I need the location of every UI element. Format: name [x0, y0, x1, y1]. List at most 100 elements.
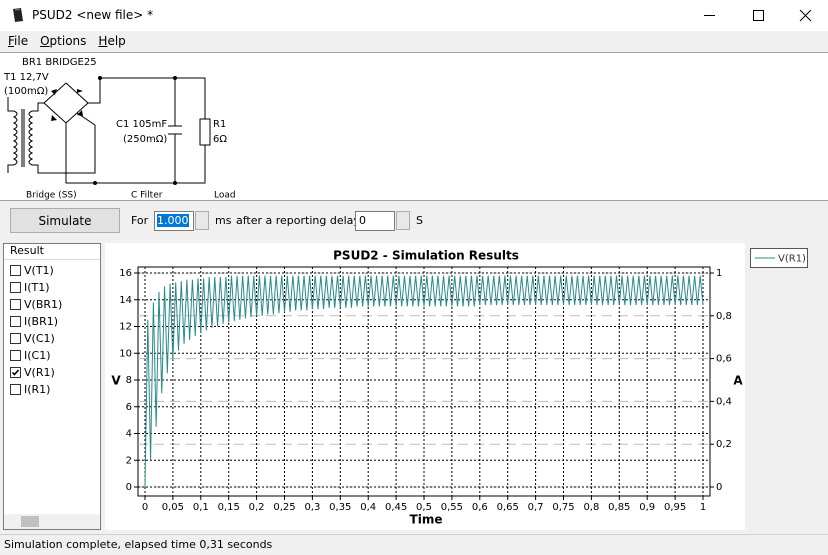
x-tick-label: 0,75 — [552, 502, 574, 513]
window-controls[interactable] — [690, 0, 828, 31]
y-tick-label: 10 — [119, 348, 132, 359]
duration-unit: ms — [215, 214, 232, 227]
y-tick-label: 12 — [119, 322, 132, 333]
checkbox[interactable] — [10, 383, 21, 395]
y-tick-label: 14 — [119, 295, 132, 306]
x-tick-label: 0,65 — [497, 502, 519, 513]
y2-tick-label: 0,4 — [716, 396, 732, 407]
checkbox[interactable] — [10, 264, 21, 276]
x-tick-label: 0,6 — [472, 502, 488, 513]
y2-tick-label: 1 — [716, 268, 722, 279]
results-list: Result V(T1) I(T1) V(BR1) I(BR1) V(C1) I(C1) V… — [3, 243, 101, 530]
resistor-value: 6Ω — [213, 134, 227, 145]
result-item[interactable]: V(T1) — [10, 262, 54, 278]
transformer-label: T1 12,7V — [3, 72, 49, 83]
result-label: I(R1) — [24, 382, 51, 396]
duration-value: 1.000 — [157, 214, 189, 227]
simulate-button[interactable]: Simulate — [10, 208, 120, 233]
section-label: Load — [214, 191, 236, 201]
result-item[interactable]: I(BR1) — [10, 313, 58, 329]
checkbox[interactable] — [10, 315, 21, 327]
menu-bar: File Options Help — [8, 34, 138, 48]
list-header: Result — [4, 244, 100, 260]
title-bar: PSUD2 <new file> * — [0, 0, 828, 31]
transformer-resistance: (100mΩ) — [4, 86, 48, 97]
x-tick-label: 0,55 — [441, 502, 463, 513]
x-tick-label: 0 — [142, 502, 148, 513]
data-line — [144, 275, 704, 488]
result-item[interactable]: V(R1) — [10, 364, 55, 380]
x-tick-label: 0,2 — [249, 502, 265, 513]
x-axis-label: Time — [410, 513, 443, 527]
legend-content: V(R1) — [755, 254, 806, 265]
menu-item[interactable]: Help — [98, 34, 126, 48]
checkbox[interactable] — [10, 349, 21, 361]
y2-tick-label: 0,6 — [716, 354, 732, 365]
x-tick-label: 0,95 — [664, 502, 686, 513]
x-tick-label: 0,5 — [416, 502, 432, 513]
menu-item[interactable]: File — [8, 34, 29, 48]
y2-tick-label: 0 — [716, 482, 722, 493]
y2-tick-label: 0,8 — [716, 311, 732, 322]
x-tick-label: 0,25 — [273, 502, 295, 513]
x-tick-label: 0,4 — [360, 502, 376, 513]
result-label: V(R1) — [24, 365, 55, 379]
x-tick-label: 1 — [700, 502, 706, 513]
delay-value: 0 — [359, 214, 366, 227]
y-tick-label: 0 — [126, 482, 132, 493]
window-title: PSUD2 <new file> * — [32, 8, 154, 22]
y-tick-label: 2 — [126, 455, 132, 466]
x-tick-label: 0,05 — [162, 502, 184, 513]
duration-input[interactable]: 1.000 — [154, 211, 194, 231]
spinner[interactable] — [396, 211, 410, 230]
y2-tick-label: 0,2 — [716, 439, 732, 450]
menu-item[interactable]: Options — [40, 34, 87, 48]
checkbox[interactable] — [10, 366, 21, 378]
y-tick-label: 6 — [126, 402, 132, 413]
y-tick-label: 4 — [126, 429, 132, 440]
x-tick-label: 0,85 — [608, 502, 630, 513]
bridge-label: BR1 BRIDGE25 — [22, 57, 97, 68]
spinner[interactable] — [195, 211, 209, 230]
result-item[interactable]: V(C1) — [10, 330, 55, 346]
y2-axis-label: A — [733, 374, 743, 388]
result-item[interactable]: I(T1) — [10, 279, 50, 295]
status-bar: Simulation complete, elapsed time 0,31 s… — [0, 534, 828, 555]
y-tick-label: 16 — [119, 268, 132, 279]
checkbox[interactable] — [10, 281, 21, 293]
result-label: I(T1) — [24, 280, 50, 294]
x-tick-label: 0,7 — [528, 502, 544, 513]
delay-unit: S — [416, 214, 423, 227]
x-tick-label: 0,8 — [583, 502, 599, 513]
capacitor-resistance: (250mΩ) — [123, 134, 167, 145]
result-item[interactable]: I(C1) — [10, 347, 51, 363]
x-tick-label: 0,9 — [639, 502, 655, 513]
checkbox[interactable] — [10, 298, 21, 310]
app-icon — [13, 8, 23, 22]
legend-label: V(R1) — [778, 254, 806, 265]
x-tick-label: 0,35 — [329, 502, 351, 513]
x-tick-label: 0,15 — [218, 502, 240, 513]
checkbox[interactable] — [10, 332, 21, 344]
x-tick-label: 0,45 — [385, 502, 407, 513]
scrollbar[interactable] — [4, 514, 100, 529]
result-item[interactable]: I(R1) — [10, 381, 50, 397]
result-label: V(T1) — [24, 263, 54, 277]
result-label: I(C1) — [24, 348, 51, 362]
result-label: I(BR1) — [24, 314, 59, 328]
x-tick-label: 0,3 — [304, 502, 320, 513]
capacitor-label: C1 105mF — [116, 119, 167, 130]
result-label: V(C1) — [24, 331, 55, 345]
y-tick-label: 8 — [126, 375, 132, 386]
delay-label: after a reporting delay of — [236, 214, 375, 227]
y-axis-label: V — [111, 374, 121, 388]
delay-input[interactable]: 0 — [355, 211, 395, 231]
section-label: C Filter — [131, 191, 163, 201]
result-item[interactable]: V(BR1) — [10, 296, 62, 312]
section-label: Bridge (SS) — [26, 191, 77, 201]
for-label: For — [131, 214, 149, 227]
result-label: V(BR1) — [24, 297, 63, 311]
x-tick-label: 0,1 — [193, 502, 209, 513]
chart-title: PSUD2 - Simulation Results — [333, 249, 519, 263]
